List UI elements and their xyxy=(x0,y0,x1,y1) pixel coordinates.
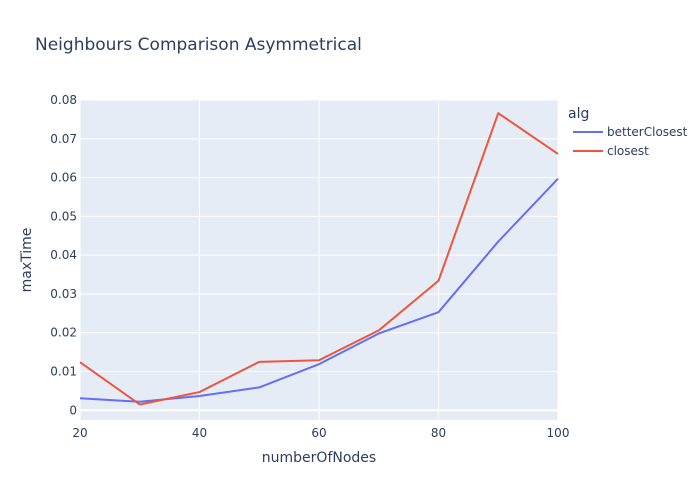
legend-items[interactable]: betterClosest closest xyxy=(573,125,688,158)
x-tick-label: 100 xyxy=(547,426,570,440)
y-axis-title: maxTime xyxy=(19,228,35,293)
x-tick-label: 40 xyxy=(192,426,207,440)
y-tick-label: 0 xyxy=(69,403,77,417)
legend-item-closest[interactable]: closest xyxy=(573,144,649,158)
x-tick-label: 60 xyxy=(311,426,326,440)
x-tick-label: 80 xyxy=(431,426,446,440)
legend[interactable]: alg betterClosest closest xyxy=(568,106,688,158)
y-tick-label: 0.04 xyxy=(50,248,77,262)
chart-title: Neighbours Comparison Asymmetrical xyxy=(35,35,362,55)
legend-label: closest xyxy=(607,144,649,158)
x-axis-ticks: 20 40 60 80 100 xyxy=(72,426,569,440)
series-line-closest xyxy=(79,112,559,406)
y-axis-ticks: 0 0.01 0.02 0.03 0.04 0.05 0.06 0.07 0.08 xyxy=(50,93,77,417)
y-tick-label: 0.07 xyxy=(50,132,77,146)
x-tick-label: 20 xyxy=(72,426,87,440)
legend-item-betterClosest[interactable]: betterClosest xyxy=(573,125,688,139)
y-tick-label: 0.06 xyxy=(50,171,77,185)
legend-title: alg xyxy=(568,106,589,122)
y-tick-label: 0.02 xyxy=(50,326,77,340)
y-tick-label: 0.01 xyxy=(50,365,77,379)
y-tick-label: 0.08 xyxy=(50,93,77,107)
x-axis-title: numberOfNodes xyxy=(262,450,376,466)
y-tick-label: 0.05 xyxy=(50,209,77,223)
series-lines xyxy=(79,112,559,406)
y-tick-label: 0.03 xyxy=(50,287,77,301)
legend-label: betterClosest xyxy=(607,125,688,139)
